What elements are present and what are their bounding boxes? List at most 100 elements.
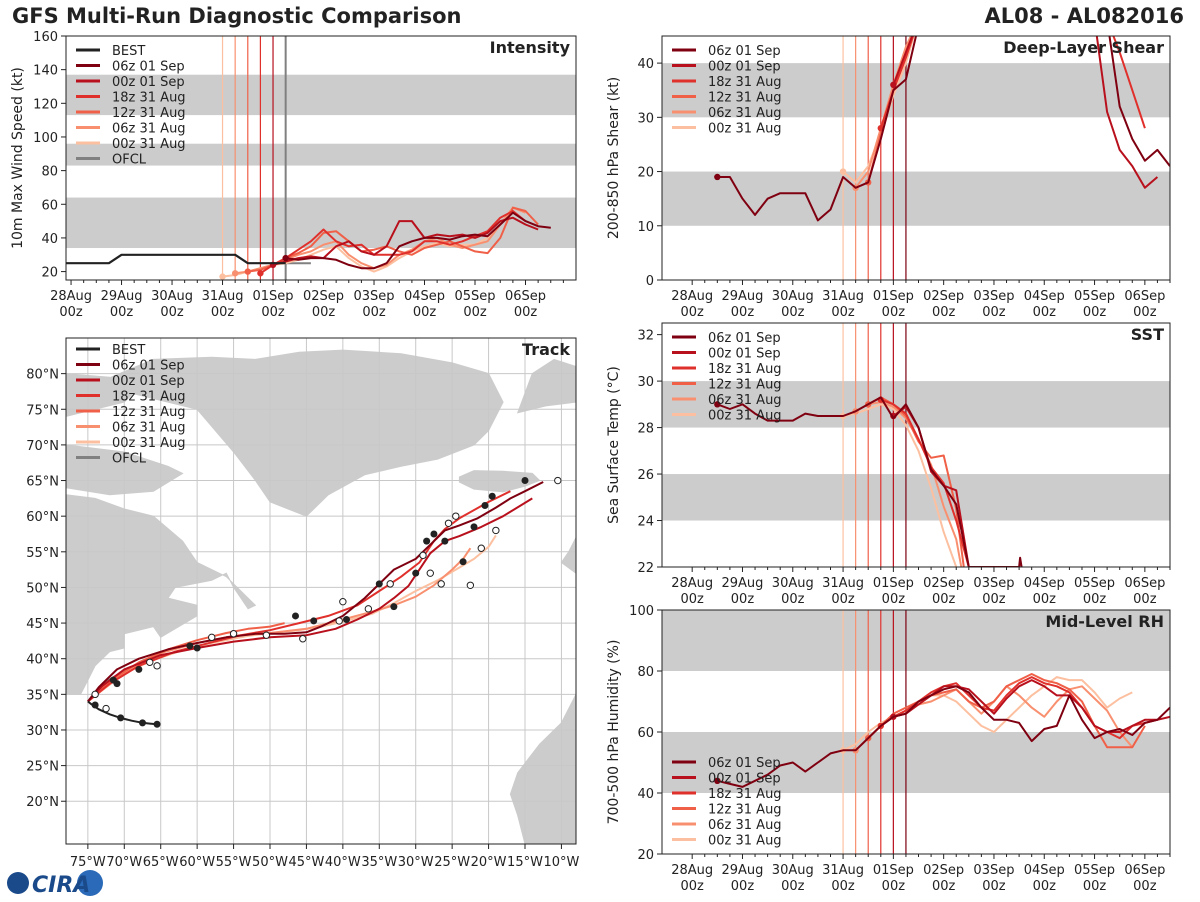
sst-ytick-label: 26 [637, 468, 654, 483]
rh-xtick-hour: 00z [1083, 879, 1107, 894]
track-marker-filled [390, 603, 398, 611]
shear-init-marker [714, 173, 721, 181]
track-xtick-label: 30°W [398, 855, 434, 870]
track-marker-filled [343, 616, 350, 624]
shear-ytick-label: 20 [637, 166, 654, 181]
track-marker-open [91, 690, 99, 699]
track-ytick-label: 80°N [26, 368, 59, 383]
shear-ytick-label: 10 [637, 220, 654, 235]
shear-xtick-label: 30Aug [772, 289, 814, 304]
intensity-legend-label: 06z 01 Sep [112, 60, 185, 75]
logo-globe-icon [7, 872, 29, 894]
shear-legend-label: 12z 31 Aug [708, 91, 782, 106]
intensity-legend-label: 00z 31 Aug [112, 137, 186, 152]
rh-xtick-hour: 00z [1033, 879, 1057, 894]
track-marker-filled [292, 612, 299, 620]
rh-ylabel: 700-500 hPa Humidity (%) [606, 640, 622, 825]
rh-title: Mid-Level RH [1045, 612, 1164, 631]
shear-xtick-hour: 00z [1033, 305, 1057, 320]
intensity-xtick-label: 29Aug [101, 289, 143, 304]
sst-ytick-label: 30 [637, 375, 654, 390]
intensity-ylabel: 10m Max Wind Speed (kt) [10, 67, 26, 249]
shear-xtick-label: 04Sep [1024, 289, 1065, 304]
track-marker-open [477, 544, 485, 552]
intensity-ytick-label: 100 [33, 131, 58, 146]
rh-series-line [893, 679, 1170, 733]
intensity-xtick-hour: 00z [160, 305, 184, 320]
intensity-xtick-label: 05Sep [454, 289, 495, 304]
rh-series-line [880, 676, 1158, 740]
sst-xtick-label: 01Sep [873, 576, 914, 591]
rh-xtick-label: 04Sep [1024, 863, 1065, 878]
intensity-xtick-label: 03Sep [353, 289, 394, 304]
intensity-legend-label: BEST [112, 44, 145, 59]
intensity-xtick-hour: 00z [261, 305, 285, 320]
sst-xtick-label: 28Aug [671, 576, 713, 591]
track-xtick-label: 40°W [325, 855, 361, 870]
intensity-xtick-label: 02Sep [303, 289, 344, 304]
sst-init-marker [714, 401, 721, 408]
shear-init-marker [890, 81, 897, 89]
shear-series-group [714, 36, 1170, 222]
intensity-init-marker [244, 268, 251, 275]
track-ytick-label: 25°N [26, 760, 59, 775]
shear-xtick-hour: 00z [882, 305, 906, 320]
intensity-xtick-hour: 00z [59, 305, 83, 320]
shear-title: Deep-Layer Shear [1003, 38, 1164, 57]
track-legend-label: 06z 01 Sep [112, 359, 185, 374]
track-legend-label: 12z 31 Aug [112, 405, 186, 420]
track-map [66, 338, 576, 844]
intensity-xtick-label: 06Sep [505, 289, 546, 304]
sst-ytick-label: 24 [637, 515, 654, 530]
shear-xtick-hour: 00z [1133, 305, 1157, 320]
track-marker-open [208, 633, 216, 642]
rh-series-line [717, 685, 1170, 788]
rh-series-group [714, 673, 1170, 788]
track-ytick-label: 45°N [26, 617, 59, 632]
track-legend-label: 00z 01 Sep [112, 374, 185, 389]
page-title: GFS Multi-Run Diagnostic Comparison [12, 4, 462, 28]
track-marker-open [492, 526, 500, 535]
intensity-xtick-label: 30Aug [151, 289, 193, 304]
rh-shade-band [662, 732, 1170, 793]
sst-xtick-hour: 00z [731, 592, 755, 607]
intensity-xtick-hour: 00z [463, 305, 487, 320]
shear-series-line [717, 36, 1170, 222]
rh-legend-label: 18z 31 Aug [708, 787, 782, 802]
sst-xtick-hour: 00z [932, 592, 956, 607]
sst-ytick-label: 32 [637, 329, 654, 344]
track-marker-filled [430, 530, 438, 538]
track-marker-open [466, 581, 475, 589]
shear-xtick-hour: 00z [932, 305, 956, 320]
track-marker-filled [109, 676, 117, 684]
track-xtick-label: 65°W [143, 855, 179, 870]
intensity-xtick-label: 04Sep [404, 289, 445, 304]
shear-init-marker [839, 168, 847, 175]
track-legend-label: BEST [112, 343, 145, 358]
track-line [87, 622, 285, 703]
track-xtick-label: 55°W [216, 855, 252, 870]
track-marker-open [153, 662, 161, 670]
sst-series-line [892, 405, 970, 567]
track-marker-filled [153, 720, 161, 728]
track-marker-open [437, 580, 445, 588]
intensity-shade-band [66, 74, 576, 116]
sst-xtick-hour: 00z [982, 592, 1006, 607]
sst-legend-label: 00z 01 Sep [708, 347, 781, 362]
sst-xtick-label: 05Sep [1074, 576, 1115, 591]
track-marker-filled [470, 523, 478, 531]
sst-series-line [716, 396, 1023, 567]
track-xtick-label: 20°W [471, 855, 507, 870]
track-marker-filled [117, 714, 125, 722]
sst-shade-band [662, 381, 1170, 428]
sst-legend-label: 12z 31 Aug [708, 378, 782, 393]
intensity-title: Intensity [490, 38, 571, 57]
land-svalbard_hint [516, 358, 576, 414]
sst-series-group [714, 396, 1023, 567]
track-marker-filled [91, 701, 99, 709]
track-xtick-label: 35°W [361, 855, 397, 870]
intensity-shade-band [66, 197, 576, 249]
sst-xtick-label: 06Sep [1124, 576, 1165, 591]
track-marker-filled [186, 642, 194, 650]
